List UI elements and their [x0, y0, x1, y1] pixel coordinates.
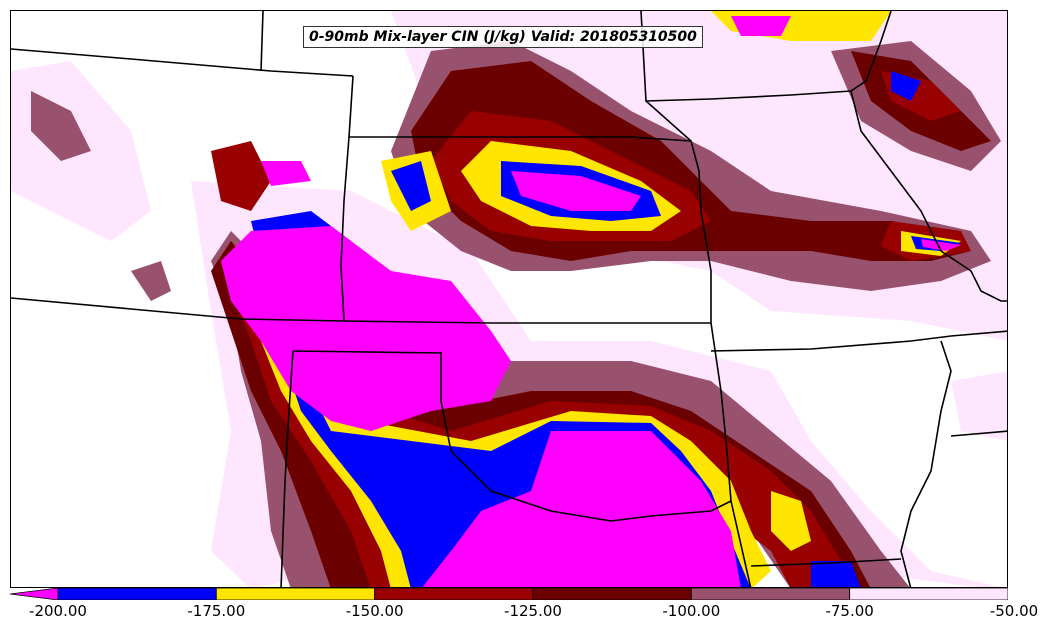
colorbar-tick-label: -100.00 — [662, 602, 721, 620]
colorbar-tick-label: -150.00 — [345, 602, 404, 620]
colorbar-segment — [374, 588, 534, 600]
colorbar-tick-label: -200.00 — [29, 602, 87, 620]
cin-band-lt-200 — [221, 16, 961, 587]
colorbar — [10, 588, 1008, 600]
colorbar-tick-label: -175.00 — [187, 602, 246, 620]
colorbar-extension — [10, 588, 59, 600]
colorbar-tick-label: -50.00 — [989, 602, 1039, 620]
colorbar-segments — [10, 588, 1008, 600]
state-boundaries — [11, 11, 1007, 587]
map-title: 0-90mb Mix-layer CIN (J/kg) Valid: 20180… — [303, 26, 703, 48]
colorbar-segment — [849, 588, 1008, 600]
map-panel: 0-90mb Mix-layer CIN (J/kg) Valid: 20180… — [10, 10, 1008, 588]
colorbar-segment — [215, 588, 376, 600]
colorbar-segment — [532, 588, 692, 600]
colorbar-tick-label: -75.00 — [825, 602, 874, 620]
colorbar-tick-label: -125.00 — [504, 602, 562, 620]
colorbar-segment — [57, 588, 217, 600]
cin-map — [11, 11, 1007, 587]
colorbar-segment — [690, 588, 851, 600]
